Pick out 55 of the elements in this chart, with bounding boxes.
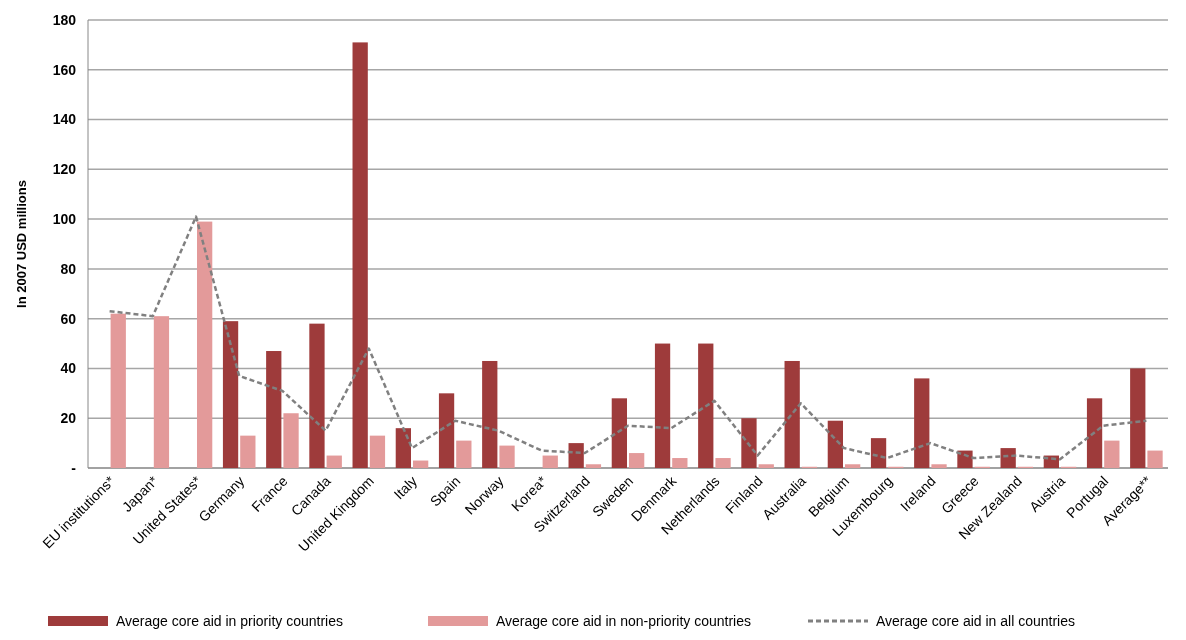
bar: [845, 464, 861, 468]
y-tick-label: 180: [52, 11, 77, 28]
bar: [672, 458, 688, 468]
bar: [482, 360, 498, 468]
y-tick-label: 100: [52, 211, 77, 228]
y-tick-label: 160: [52, 61, 77, 78]
bar: [1147, 450, 1163, 468]
bar: [698, 343, 714, 468]
y-tick-label: 80: [60, 260, 77, 277]
legend-label: Average core aid in priority countries: [116, 612, 343, 629]
y-tick-label: 40: [60, 360, 77, 377]
bar: [352, 42, 368, 468]
bar: [931, 464, 947, 468]
bar: [542, 455, 558, 468]
legend-label: Average core aid in all countries: [876, 612, 1075, 629]
bar: [456, 440, 472, 468]
bar: [197, 221, 213, 468]
bar: [110, 313, 126, 468]
bar: [499, 445, 515, 468]
line-series: [108, 215, 1148, 461]
y-tick-label: 140: [52, 111, 77, 128]
y-axis-title: In 2007 USD millions: [14, 180, 29, 308]
bar: [309, 323, 325, 468]
bar: [870, 438, 887, 468]
x-tick-label: Italy: [390, 472, 421, 503]
y-tick-label: 60: [60, 310, 77, 327]
y-tick-label: 20: [60, 410, 77, 427]
bar: [1130, 368, 1146, 468]
bar: [585, 464, 602, 468]
bar: [326, 455, 342, 468]
bar: [369, 435, 386, 468]
bar: [413, 460, 429, 468]
bar: [784, 360, 800, 468]
bar: [827, 420, 843, 468]
bar: [438, 393, 455, 468]
y-tick-label: -: [71, 459, 77, 476]
bar: [266, 351, 282, 468]
bar: [1104, 440, 1120, 468]
bar: [1000, 448, 1016, 468]
bar: [1086, 398, 1103, 468]
bar: [568, 443, 584, 468]
bar: [240, 435, 256, 468]
bar: [715, 458, 731, 468]
bar: [283, 413, 299, 468]
bar: [654, 343, 671, 468]
bar: [611, 398, 627, 468]
bar: [914, 378, 930, 468]
bar: [741, 418, 757, 468]
bar: [629, 453, 645, 468]
bar: [395, 428, 411, 468]
y-tick-label: 120: [52, 161, 77, 178]
bar: [153, 316, 170, 468]
bar: [222, 321, 239, 468]
legend-label: Average core aid in non-priority countries: [496, 612, 751, 629]
bar: [758, 464, 774, 468]
